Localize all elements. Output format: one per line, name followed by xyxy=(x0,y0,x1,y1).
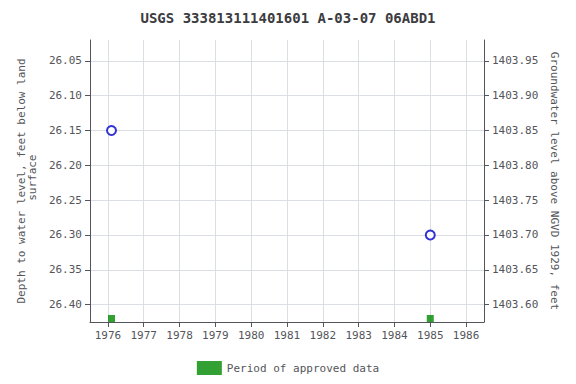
svg-text:Groundwater level above NGVD 1: Groundwater level above NGVD 1929, feet xyxy=(548,52,561,310)
svg-text:26.05: 26.05 xyxy=(49,54,82,67)
svg-text:1986: 1986 xyxy=(453,329,480,342)
svg-text:1403.85: 1403.85 xyxy=(492,124,538,137)
svg-text:1977: 1977 xyxy=(130,329,157,342)
svg-text:1978: 1978 xyxy=(166,329,193,342)
svg-text:1983: 1983 xyxy=(345,329,372,342)
svg-text:USGS 333813111401601 A-03-07 0: USGS 333813111401601 A-03-07 06ABD1 xyxy=(140,10,435,26)
svg-text:Period of approved data: Period of approved data xyxy=(227,362,379,375)
svg-text:1403.75: 1403.75 xyxy=(492,194,538,207)
svg-text:1985: 1985 xyxy=(417,329,444,342)
svg-text:26.30: 26.30 xyxy=(49,228,82,241)
svg-text:1976: 1976 xyxy=(95,329,122,342)
svg-text:26.40: 26.40 xyxy=(49,298,82,311)
svg-text:1403.65: 1403.65 xyxy=(492,263,538,276)
svg-text:surface: surface xyxy=(26,155,39,208)
svg-text:1403.90: 1403.90 xyxy=(492,89,538,102)
svg-text:Depth to water level, feet bel: Depth to water level, feet below land xyxy=(15,58,28,304)
svg-text:26.25: 26.25 xyxy=(49,194,82,207)
svg-text:1403.70: 1403.70 xyxy=(492,228,538,241)
svg-text:1403.80: 1403.80 xyxy=(492,159,538,172)
svg-text:1981: 1981 xyxy=(274,329,301,342)
svg-text:26.15: 26.15 xyxy=(49,124,82,137)
svg-text:26.20: 26.20 xyxy=(49,159,82,172)
svg-text:1403.60: 1403.60 xyxy=(492,298,538,311)
svg-text:1980: 1980 xyxy=(238,329,265,342)
svg-text:1982: 1982 xyxy=(310,329,337,342)
svg-text:1979: 1979 xyxy=(202,329,229,342)
svg-text:1984: 1984 xyxy=(381,329,408,342)
svg-text:26.35: 26.35 xyxy=(49,263,82,276)
svg-text:26.10: 26.10 xyxy=(49,89,82,102)
svg-text:1403.95: 1403.95 xyxy=(492,54,538,67)
